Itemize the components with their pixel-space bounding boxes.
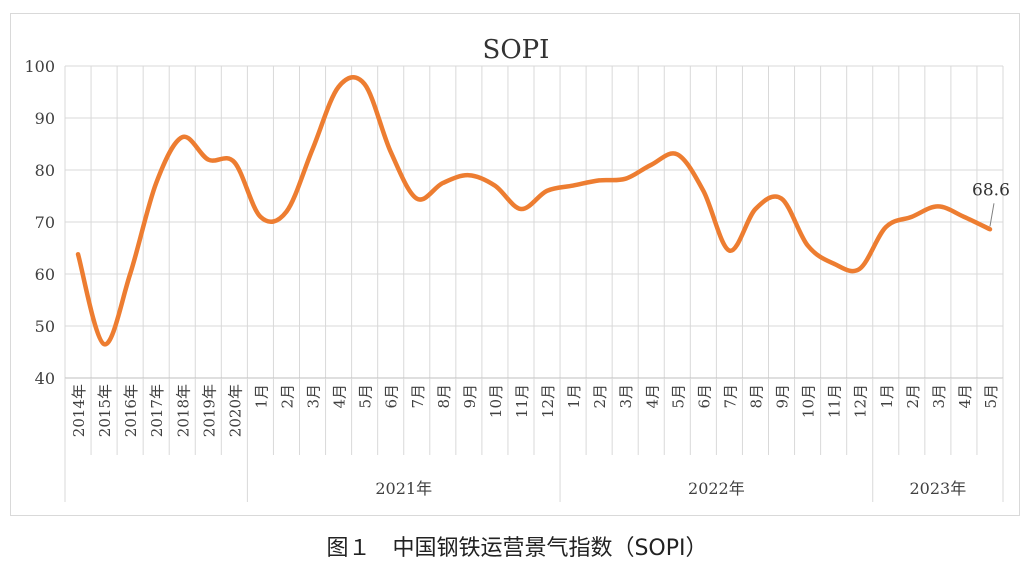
- x-group-label: 2023年: [909, 479, 966, 498]
- x-tick-label: 2019年: [200, 384, 218, 437]
- x-tick-label: 9月: [461, 384, 479, 409]
- x-tick-label: 2月: [278, 384, 296, 409]
- x-tick-label: 5月: [669, 384, 687, 409]
- x-tick-label: 1月: [565, 384, 583, 409]
- series-layer: [75, 75, 993, 347]
- x-tick-label: 8月: [435, 384, 453, 409]
- x-tick-label: 4月: [331, 384, 349, 409]
- y-tick-label: 60: [35, 265, 55, 284]
- x-tick-label: 5月: [357, 384, 375, 409]
- y-tick-label: 70: [35, 213, 55, 232]
- y-tick-label: 90: [35, 109, 55, 128]
- grid-layer: [64, 65, 1004, 379]
- x-tick-label: 6月: [695, 384, 713, 409]
- x-tick-label: 4月: [956, 384, 974, 409]
- x-tick-label: 3月: [305, 384, 323, 409]
- y-tick-label: 50: [35, 317, 55, 336]
- x-tick-label: 3月: [930, 384, 948, 409]
- y-tick-label: 40: [35, 369, 55, 388]
- x-group-label: 2021年: [375, 479, 432, 498]
- x-tick-label: 12月: [852, 384, 870, 418]
- chart-title: SOPI: [483, 35, 550, 65]
- x-tick-label: 12月: [539, 384, 557, 418]
- x-tick-label: 2月: [904, 384, 922, 409]
- x-tick-label: 7月: [721, 384, 739, 409]
- x-tick-label: 10月: [487, 384, 505, 418]
- axis-layer: 40 50 60 70 80 90 100 2014年 2015年 2016年 2017年 2018年…: [24, 57, 1004, 502]
- x-tick-label: 8月: [747, 384, 765, 409]
- x-tick-label: 2014年: [70, 384, 88, 437]
- data-label-leader: [989, 203, 995, 227]
- x-tick-label: 10月: [800, 384, 818, 418]
- y-tick-label: 100: [24, 57, 55, 76]
- x-tick-label: 2018年: [174, 384, 192, 437]
- x-tick-label: 2016年: [122, 384, 140, 437]
- data-label: 68.6: [972, 180, 1010, 200]
- figure-caption: 图１ 中国钢铁运营景气指数（SOPI）: [326, 536, 708, 561]
- y-tick-label: 80: [35, 161, 55, 180]
- x-tick-label: 2015年: [96, 384, 114, 437]
- x-tick-label: 2017年: [148, 384, 166, 437]
- x-tick-label: 11月: [513, 384, 531, 418]
- label-layer: 68.6: [972, 180, 1010, 227]
- sopi-series-line: [75, 75, 993, 347]
- x-tick-label: 2月: [591, 384, 609, 409]
- x-tick-label: 7月: [409, 384, 427, 409]
- x-tick-label: 1月: [878, 384, 896, 409]
- x-tick-label: 11月: [826, 384, 844, 418]
- x-tick-label: 6月: [383, 384, 401, 409]
- x-group-label: 2022年: [688, 479, 745, 498]
- x-tick-label: 4月: [643, 384, 661, 409]
- x-tick-label: 1月: [252, 384, 270, 409]
- x-tick-label: 2020年: [226, 384, 244, 437]
- x-tick-label: 9月: [774, 384, 792, 409]
- x-tick-label: 5月: [982, 384, 1000, 409]
- x-tick-label: 3月: [617, 384, 635, 409]
- chart-frame: [10, 13, 1020, 516]
